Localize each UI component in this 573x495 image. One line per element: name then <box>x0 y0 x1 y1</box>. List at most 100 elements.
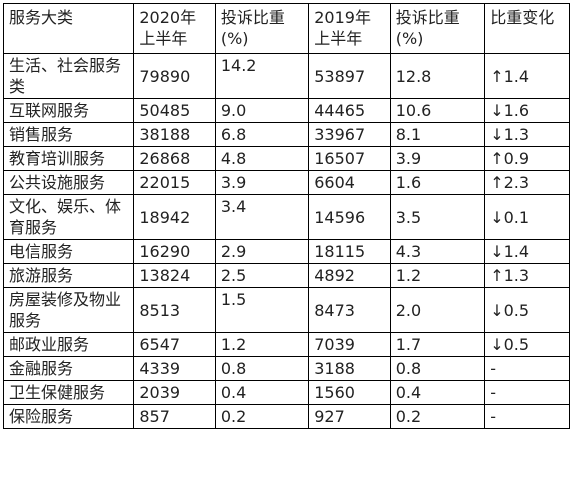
cell-category: 教育培训服务 <box>2 146 135 171</box>
cell-2019-count: 14596 <box>308 194 391 240</box>
cell-2019-share: 0.8 <box>389 356 486 381</box>
cell-2019-share: 1.7 <box>389 332 486 357</box>
cell-2020-share: 1.2 <box>214 332 310 357</box>
cell-2020-count: 50485 <box>133 98 216 123</box>
cell-change: - <box>484 404 570 429</box>
cell-2020-share: 0.8 <box>214 356 310 381</box>
cell-2019-share: 10.6 <box>389 98 486 123</box>
cell-2020-share: 2.9 <box>214 239 310 264</box>
cell-2019-count: 927 <box>308 404 391 429</box>
table-header: 服务大类 2020年上半年 投诉比重 (%) 2019年上半年 投诉比重 (%)… <box>2 3 570 54</box>
cell-2020-share: 0.2 <box>214 404 310 429</box>
cell-change: ↑0.9 <box>484 146 570 171</box>
cell-change: ↓0.5 <box>484 332 570 357</box>
cell-2019-share: 3.5 <box>389 194 486 240</box>
header-2020: 2020年上半年 <box>133 3 216 54</box>
cell-2020-count: 18942 <box>133 194 216 240</box>
cell-category: 保险服务 <box>2 404 135 429</box>
cell-2020-share: 1.5 <box>214 287 310 333</box>
cell-2019-count: 7039 <box>308 332 391 357</box>
cell-2020-share: 3.4 <box>214 194 310 240</box>
cell-change: ↓0.1 <box>484 194 570 240</box>
cell-change: ↓0.5 <box>484 287 570 333</box>
cell-2020-count: 6547 <box>133 332 216 357</box>
cell-2019-count: 6604 <box>308 170 391 195</box>
cell-2019-share: 8.1 <box>389 122 486 147</box>
cell-category: 互联网服务 <box>2 98 135 123</box>
cell-2019-count: 3188 <box>308 356 391 381</box>
cell-2020-count: 16290 <box>133 239 216 264</box>
cell-2019-count: 8473 <box>308 287 391 333</box>
table-row: 教育培训服务 26868 4.8 16507 3.9 ↑0.9 <box>2 146 570 171</box>
cell-change: ↓1.4 <box>484 239 570 264</box>
cell-2020-count: 857 <box>133 404 216 429</box>
table-row: 销售服务 38188 6.8 33967 8.1 ↓1.3 <box>2 122 570 147</box>
table-row: 文化、娱乐、体育服务 18942 3.4 14596 3.5 ↓0.1 <box>2 194 570 240</box>
cell-change: ↓1.3 <box>484 122 570 147</box>
table-row: 互联网服务 50485 9.0 44465 10.6 ↓1.6 <box>2 98 570 123</box>
table-row: 房屋装修及物业服务 8513 1.5 8473 2.0 ↓0.5 <box>2 287 570 333</box>
cell-change: - <box>484 356 570 381</box>
cell-2020-count: 8513 <box>133 287 216 333</box>
cell-change: ↓1.6 <box>484 98 570 123</box>
cell-category: 生活、社会服务类 <box>2 53 135 99</box>
header-row: 服务大类 2020年上半年 投诉比重 (%) 2019年上半年 投诉比重 (%)… <box>2 3 570 54</box>
cell-2020-count: 38188 <box>133 122 216 147</box>
cell-2020-share: 0.4 <box>214 380 310 405</box>
cell-2020-share: 4.8 <box>214 146 310 171</box>
table-body: 生活、社会服务类 79890 14.2 53897 12.8 ↑1.4 互联网服务 50485… <box>2 53 570 429</box>
cell-category: 销售服务 <box>2 122 135 147</box>
cell-2019-share: 2.0 <box>389 287 486 333</box>
cell-2019-count: 33967 <box>308 122 391 147</box>
header-share-2019: 投诉比重 (%) <box>389 3 486 54</box>
cell-2020-count: 4339 <box>133 356 216 381</box>
header-share-2020: 投诉比重 (%) <box>214 3 310 54</box>
cell-2020-share: 2.5 <box>214 263 310 288</box>
header-2019: 2019年上半年 <box>308 3 391 54</box>
cell-2019-count: 1560 <box>308 380 391 405</box>
cell-2019-share: 1.6 <box>389 170 486 195</box>
cell-category: 旅游服务 <box>2 263 135 288</box>
table-row: 金融服务 4339 0.8 3188 0.8- <box>2 356 570 381</box>
cell-2019-count: 16507 <box>308 146 391 171</box>
cell-2019-count: 44465 <box>308 98 391 123</box>
table-row: 卫生保健服务 2039 0.4 1560 0.4- <box>2 380 570 405</box>
cell-2020-count: 13824 <box>133 263 216 288</box>
cell-change: ↑2.3 <box>484 170 570 195</box>
cell-category: 电信服务 <box>2 239 135 264</box>
cell-2019-share: 1.2 <box>389 263 486 288</box>
table-row: 保险服务 857 0.2 927 0.2- <box>2 404 570 429</box>
cell-2019-share: 0.4 <box>389 380 486 405</box>
cell-2019-share: 0.2 <box>389 404 486 429</box>
header-category: 服务大类 <box>2 3 135 54</box>
cell-2020-share: 14.2 <box>214 53 310 99</box>
cell-2020-share: 6.8 <box>214 122 310 147</box>
cell-2020-count: 22015 <box>133 170 216 195</box>
table-row: 邮政业服务 6547 1.2 7039 1.7 ↓0.5 <box>2 332 570 357</box>
cell-category: 金融服务 <box>2 356 135 381</box>
cell-2019-count: 4892 <box>308 263 391 288</box>
cell-change: ↑1.4 <box>484 53 570 99</box>
table-row: 公共设施服务 22015 3.9 6604 1.6 ↑2.3 <box>2 170 570 195</box>
cell-2020-count: 79890 <box>133 53 216 99</box>
table-row: 旅游服务 13824 2.5 4892 1.2 ↑1.3 <box>2 263 570 288</box>
cell-2019-share: 12.8 <box>389 53 486 99</box>
cell-2020-share: 9.0 <box>214 98 310 123</box>
cell-category: 邮政业服务 <box>2 332 135 357</box>
cell-2019-share: 3.9 <box>389 146 486 171</box>
cell-change: ↑1.3 <box>484 263 570 288</box>
cell-2020-count: 26868 <box>133 146 216 171</box>
cell-category: 卫生保健服务 <box>2 380 135 405</box>
cell-category: 房屋装修及物业服务 <box>2 287 135 333</box>
header-change: 比重变化 <box>484 3 570 54</box>
complaints-table: 服务大类 2020年上半年 投诉比重 (%) 2019年上半年 投诉比重 (%)… <box>2 3 570 429</box>
cell-change: - <box>484 380 570 405</box>
cell-2019-count: 53897 <box>308 53 391 99</box>
table-container: 服务大类 2020年上半年 投诉比重 (%) 2019年上半年 投诉比重 (%)… <box>2 3 570 429</box>
cell-category: 文化、娱乐、体育服务 <box>2 194 135 240</box>
cell-2019-share: 4.3 <box>389 239 486 264</box>
table-row: 生活、社会服务类 79890 14.2 53897 12.8 ↑1.4 <box>2 53 570 99</box>
cell-2019-count: 18115 <box>308 239 391 264</box>
cell-category: 公共设施服务 <box>2 170 135 195</box>
cell-2020-share: 3.9 <box>214 170 310 195</box>
